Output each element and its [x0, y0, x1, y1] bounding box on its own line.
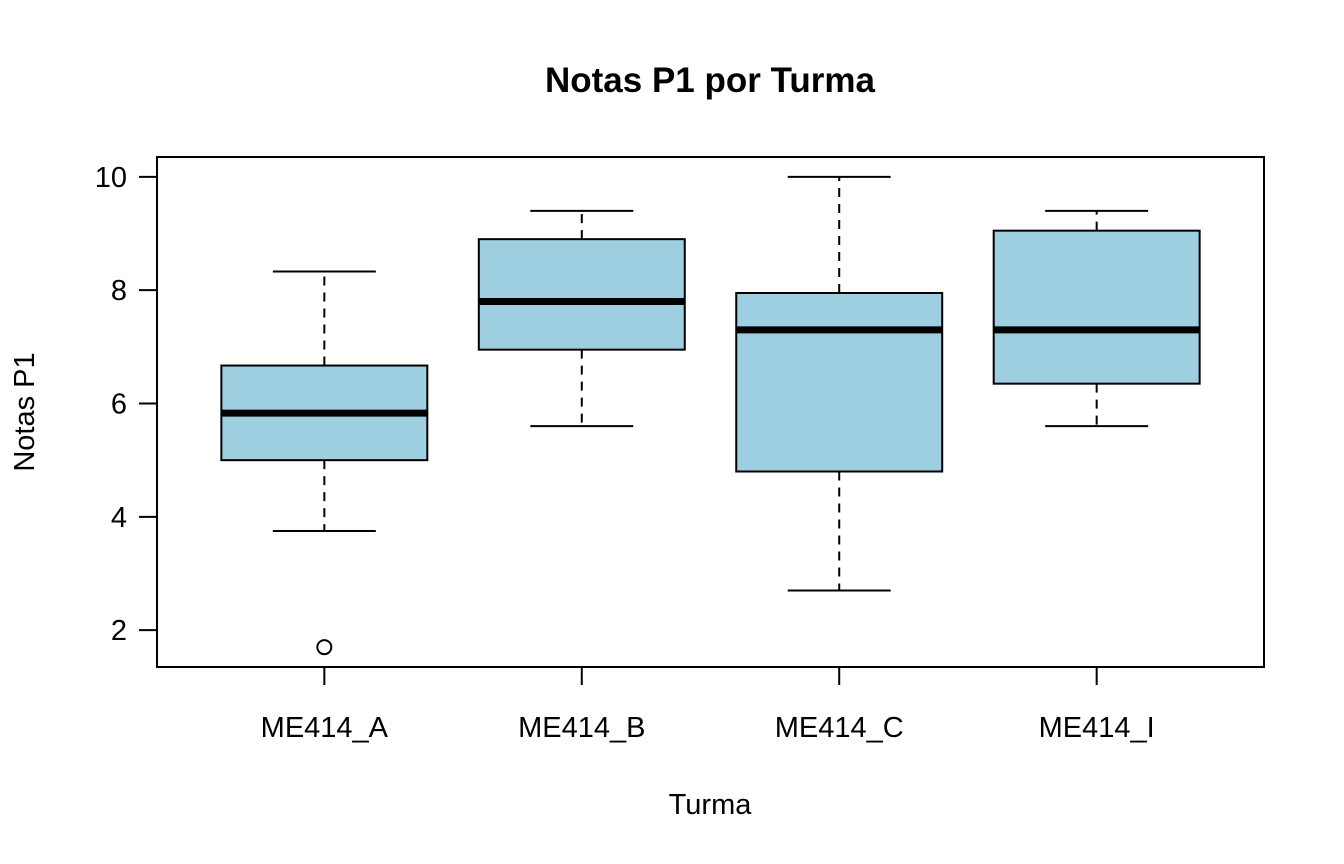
- y-tick-label: 6: [111, 389, 127, 421]
- y-tick-label: 4: [111, 502, 127, 534]
- x-tick-label: ME414_B: [518, 712, 645, 744]
- x-tick-label: ME414_C: [775, 712, 904, 744]
- chart-title: Notas P1 por Turma: [545, 61, 876, 100]
- box-iqr: [992, 229, 1201, 385]
- y-axis-label: Notas P1: [9, 352, 41, 471]
- y-tick-label: 10: [95, 162, 127, 194]
- y-tick-label: 8: [111, 275, 127, 307]
- x-tick-label: ME414_A: [261, 712, 389, 744]
- box-iqr: [477, 238, 686, 351]
- x-tick-label: ME414_I: [1039, 712, 1155, 744]
- outlier-point: [316, 639, 333, 656]
- box-iqr: [735, 292, 944, 473]
- y-tick-label: 2: [111, 615, 127, 647]
- x-axis-label: Turma: [669, 789, 753, 821]
